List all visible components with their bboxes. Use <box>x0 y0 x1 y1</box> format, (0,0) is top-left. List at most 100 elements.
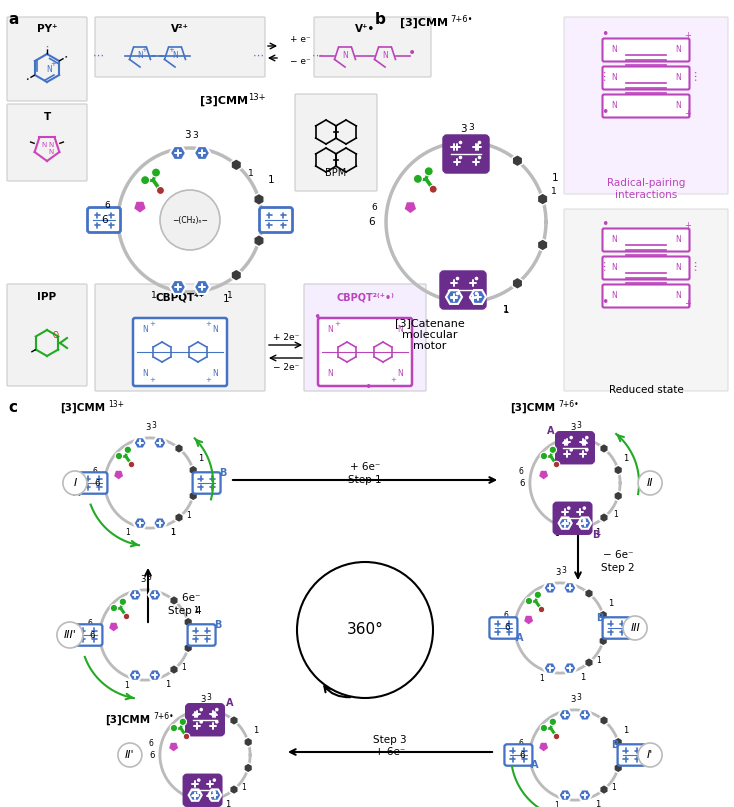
Text: 3: 3 <box>145 423 150 432</box>
Polygon shape <box>254 194 264 205</box>
Circle shape <box>110 604 117 612</box>
Circle shape <box>63 471 87 495</box>
Polygon shape <box>614 763 622 773</box>
FancyBboxPatch shape <box>7 284 87 386</box>
Text: 1: 1 <box>555 529 559 538</box>
Text: 1: 1 <box>198 454 203 462</box>
Text: N: N <box>382 52 388 61</box>
Text: 6: 6 <box>519 751 525 759</box>
Text: N: N <box>611 236 617 245</box>
Circle shape <box>297 562 433 698</box>
Polygon shape <box>563 582 576 594</box>
FancyBboxPatch shape <box>504 744 532 766</box>
Text: B: B <box>214 620 222 630</box>
Polygon shape <box>175 444 184 454</box>
Text: 1: 1 <box>125 681 129 690</box>
FancyBboxPatch shape <box>603 228 689 252</box>
Circle shape <box>151 168 161 177</box>
Text: A: A <box>68 640 76 650</box>
Polygon shape <box>153 517 167 529</box>
Polygon shape <box>134 201 147 214</box>
Circle shape <box>549 446 556 454</box>
Text: 360°: 360° <box>346 622 383 638</box>
Text: 6: 6 <box>92 466 98 475</box>
Text: Radical-pairing
interactions: Radical-pairing interactions <box>607 178 685 199</box>
Polygon shape <box>113 470 124 480</box>
Polygon shape <box>189 465 197 475</box>
Text: N: N <box>327 325 333 334</box>
FancyBboxPatch shape <box>184 775 221 805</box>
Text: +: + <box>205 377 211 383</box>
FancyBboxPatch shape <box>564 209 728 391</box>
Circle shape <box>413 174 422 183</box>
Polygon shape <box>578 709 592 721</box>
Polygon shape <box>194 280 210 294</box>
Text: 1: 1 <box>222 295 229 304</box>
Polygon shape <box>614 465 622 475</box>
Text: 3: 3 <box>140 575 145 583</box>
Text: N: N <box>611 45 617 55</box>
Text: 3: 3 <box>200 695 206 704</box>
Text: 7+6•: 7+6• <box>450 15 473 24</box>
Text: + 6e⁻: + 6e⁻ <box>375 747 405 757</box>
Text: ⋯: ⋯ <box>690 259 700 270</box>
Circle shape <box>57 622 83 648</box>
Text: N: N <box>397 325 403 334</box>
Polygon shape <box>559 709 572 721</box>
Polygon shape <box>600 716 608 725</box>
Polygon shape <box>230 784 239 794</box>
Text: •: • <box>601 28 608 41</box>
Circle shape <box>197 791 200 794</box>
Text: 3: 3 <box>570 423 575 432</box>
Text: 3: 3 <box>147 574 151 583</box>
Text: B: B <box>592 529 599 540</box>
Text: 3: 3 <box>555 568 560 577</box>
FancyBboxPatch shape <box>295 94 377 191</box>
Polygon shape <box>170 280 186 294</box>
Text: T: T <box>43 112 51 122</box>
Circle shape <box>215 708 219 712</box>
Text: 6: 6 <box>148 738 153 747</box>
Text: 6: 6 <box>104 200 110 210</box>
Circle shape <box>583 519 586 522</box>
Text: 13+: 13+ <box>248 93 266 102</box>
Text: •: • <box>601 296 608 309</box>
Text: N: N <box>611 264 617 273</box>
FancyBboxPatch shape <box>603 39 689 61</box>
Circle shape <box>118 743 142 767</box>
Polygon shape <box>538 470 549 480</box>
Text: 1: 1 <box>613 510 618 519</box>
Text: 6: 6 <box>87 618 92 628</box>
Circle shape <box>540 453 548 460</box>
Polygon shape <box>563 663 576 674</box>
Text: 3: 3 <box>562 567 567 575</box>
Text: +: + <box>141 47 147 53</box>
Text: + 2e⁻: + 2e⁻ <box>273 333 299 342</box>
FancyBboxPatch shape <box>87 207 120 232</box>
Text: ⋯: ⋯ <box>311 51 322 61</box>
Text: +: + <box>205 321 211 327</box>
Polygon shape <box>559 437 572 449</box>
Polygon shape <box>470 140 486 154</box>
Polygon shape <box>189 491 197 501</box>
Text: CBPQT⁴⁺: CBPQT⁴⁺ <box>156 292 205 302</box>
Text: 1: 1 <box>503 306 509 315</box>
Text: N: N <box>212 370 218 378</box>
Text: ⋯: ⋯ <box>92 51 103 61</box>
Polygon shape <box>600 512 608 522</box>
Text: ⋯: ⋯ <box>599 69 609 80</box>
Polygon shape <box>578 517 592 529</box>
Polygon shape <box>184 617 192 627</box>
Text: A: A <box>516 633 523 643</box>
FancyBboxPatch shape <box>95 284 265 391</box>
FancyBboxPatch shape <box>186 705 224 735</box>
Text: +: + <box>684 221 691 230</box>
Circle shape <box>459 140 462 144</box>
Text: BPM: BPM <box>325 168 346 178</box>
Text: 1: 1 <box>241 783 246 792</box>
Text: 3: 3 <box>577 421 581 430</box>
Text: III: III <box>631 623 640 633</box>
Polygon shape <box>134 437 147 449</box>
Text: A: A <box>531 760 539 770</box>
Text: 7+6•: 7+6• <box>153 712 174 721</box>
